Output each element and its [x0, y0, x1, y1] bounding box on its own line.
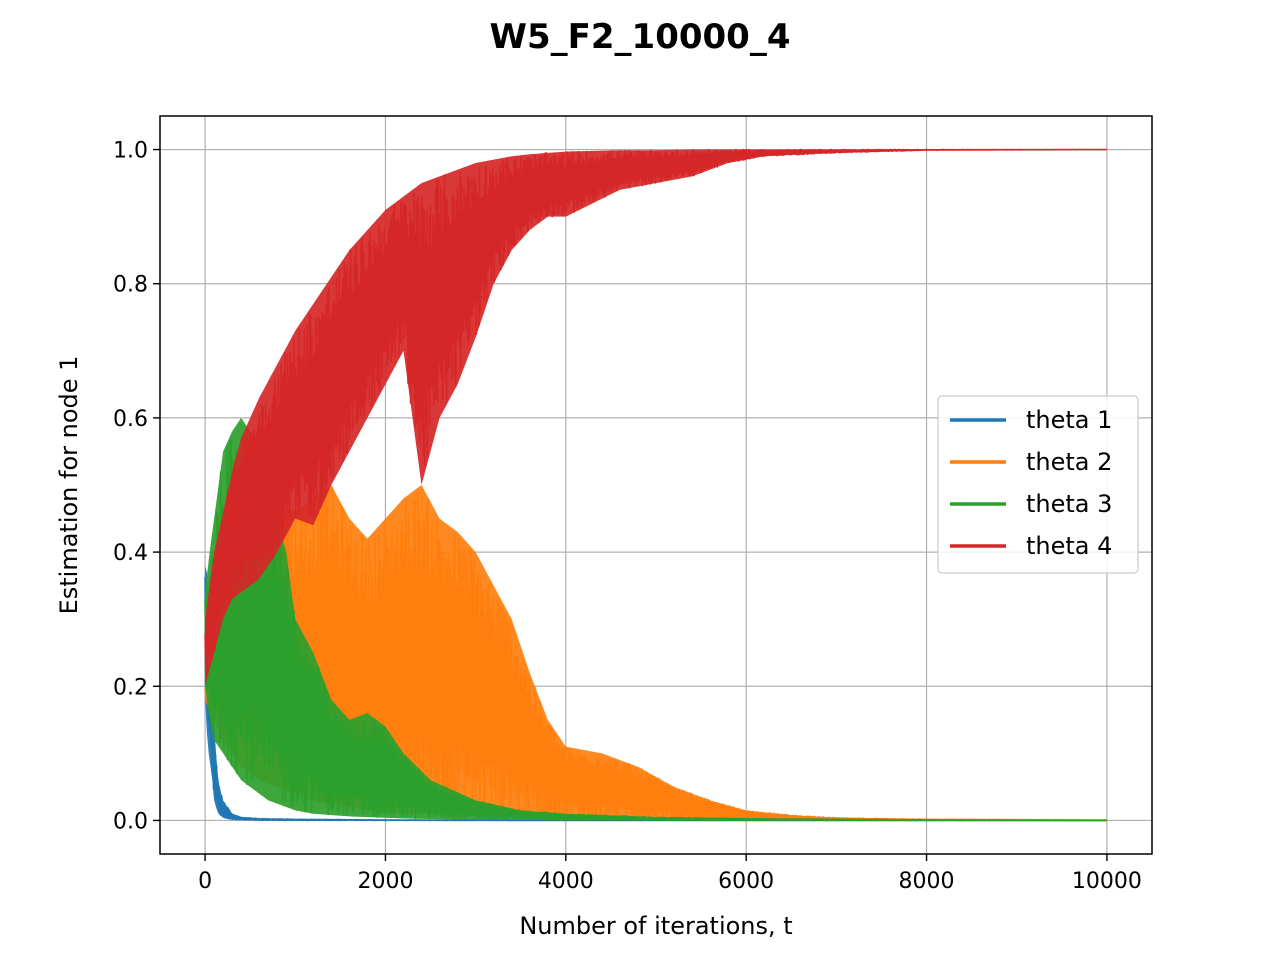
series-line-4: [204, 148, 1108, 676]
legend-label-1: theta 1: [1026, 406, 1112, 434]
y-tick-label: 0.6: [113, 407, 148, 432]
y-tick-label: 1.0: [113, 139, 148, 164]
y-tick-label: 0.8: [113, 273, 148, 298]
legend-box: [937, 395, 1139, 574]
series-line-3: [204, 436, 1108, 822]
x-tick-label: 4000: [538, 869, 594, 894]
legend-label-4: theta 4: [1026, 532, 1112, 560]
y-tick-label: 0.0: [113, 809, 148, 834]
y-tick-label: 0.4: [113, 541, 148, 566]
x-tick-label: 6000: [718, 869, 774, 894]
y-axis-label: Estimation for node 1: [55, 356, 83, 615]
y-tick-label: 0.2: [113, 675, 148, 700]
chart-title: W5_F2_10000_4: [490, 17, 791, 57]
legend: theta 1 theta 2 theta 3 theta 4: [937, 395, 1139, 574]
x-tick-label: 2000: [357, 869, 413, 894]
legend-label-3: theta 3: [1026, 490, 1112, 518]
x-axis-label: Number of iterations, t: [519, 912, 792, 940]
x-tick-label: 0: [198, 869, 212, 894]
x-tick-label: 10000: [1072, 869, 1142, 894]
x-axis: 0 2000 4000 6000 8000 10000: [198, 854, 1142, 894]
y-axis: 0.0 0.2 0.4 0.6 0.8 1.0: [113, 139, 160, 834]
x-tick-label: 8000: [899, 869, 955, 894]
legend-label-2: theta 2: [1026, 448, 1112, 476]
series-layer: [204, 148, 1108, 822]
plot-frame: [159, 115, 1153, 855]
